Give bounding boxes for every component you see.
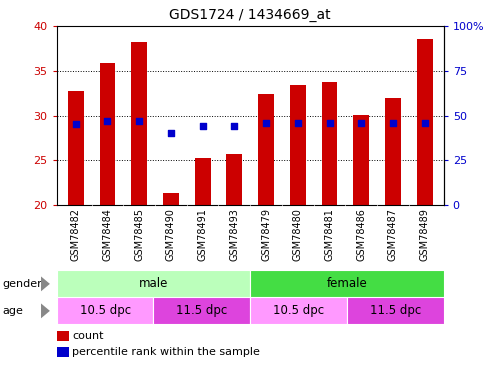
Bar <box>385 98 401 205</box>
Bar <box>195 158 211 205</box>
Text: GSM78491: GSM78491 <box>198 208 208 261</box>
Point <box>72 122 80 128</box>
Text: GSM78479: GSM78479 <box>261 208 271 261</box>
Bar <box>68 90 84 205</box>
Text: count: count <box>72 331 104 341</box>
Bar <box>347 297 444 324</box>
Text: GSM78489: GSM78489 <box>420 208 430 261</box>
Bar <box>417 39 432 205</box>
Text: GSM78481: GSM78481 <box>324 208 335 261</box>
Bar <box>250 297 347 324</box>
Bar <box>258 94 274 205</box>
Text: age: age <box>3 306 24 316</box>
Bar <box>163 193 179 205</box>
Bar <box>226 154 242 205</box>
Text: GSM78480: GSM78480 <box>293 208 303 261</box>
Bar <box>100 63 115 205</box>
Text: male: male <box>139 278 168 290</box>
Point <box>230 123 238 129</box>
Text: gender: gender <box>3 279 42 289</box>
Text: female: female <box>326 278 367 290</box>
Bar <box>321 82 337 205</box>
Point <box>357 120 365 126</box>
Point <box>104 118 111 124</box>
Text: GSM78482: GSM78482 <box>70 208 81 261</box>
Text: GSM78487: GSM78487 <box>388 208 398 261</box>
Text: 10.5 dpc: 10.5 dpc <box>79 304 131 317</box>
Point <box>325 120 333 126</box>
Text: GSM78493: GSM78493 <box>229 208 239 261</box>
Text: GSM78484: GSM78484 <box>103 208 112 261</box>
Point <box>294 120 302 126</box>
Bar <box>153 297 250 324</box>
Text: 10.5 dpc: 10.5 dpc <box>273 304 324 317</box>
Bar <box>131 42 147 205</box>
Point <box>421 120 428 126</box>
Point <box>167 130 175 136</box>
Bar <box>353 115 369 205</box>
Bar <box>57 270 250 297</box>
Title: GDS1724 / 1434669_at: GDS1724 / 1434669_at <box>170 9 331 22</box>
Text: 11.5 dpc: 11.5 dpc <box>370 304 421 317</box>
Text: 11.5 dpc: 11.5 dpc <box>176 304 227 317</box>
Text: percentile rank within the sample: percentile rank within the sample <box>72 347 260 357</box>
Text: GSM78486: GSM78486 <box>356 208 366 261</box>
Text: GSM78485: GSM78485 <box>134 208 144 261</box>
Bar <box>57 297 153 324</box>
Bar <box>290 85 306 205</box>
Point <box>262 120 270 126</box>
Point <box>389 120 397 126</box>
Text: GSM78490: GSM78490 <box>166 208 176 261</box>
Bar <box>250 270 444 297</box>
Point <box>199 123 207 129</box>
Point <box>135 118 143 124</box>
